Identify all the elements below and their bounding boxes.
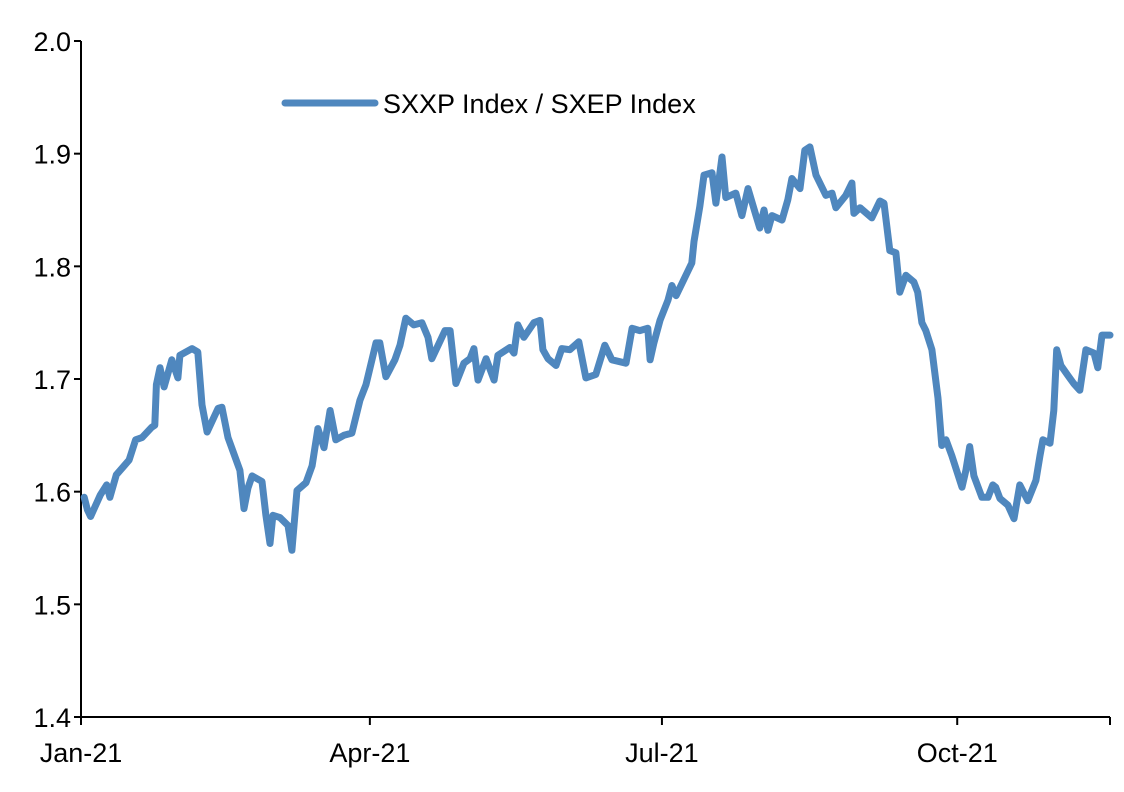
x-tick-label: Jan-21 (40, 738, 123, 768)
x-tick-label: Oct-21 (917, 738, 998, 768)
y-tick-label: 1.5 (33, 590, 71, 620)
y-tick-label: 2.0 (33, 27, 71, 57)
x-tick-label: Apr-21 (329, 738, 410, 768)
x-tick-label: Jul-21 (625, 738, 699, 768)
series-line-0 (80, 143, 1114, 554)
y-tick-label: 1.6 (33, 478, 71, 508)
y-tick-label: 1.7 (33, 365, 71, 395)
y-tick-label: 1.9 (33, 140, 71, 170)
legend: SXXP Index / SXEP Index (281, 89, 696, 119)
series-group (80, 143, 1114, 554)
legend-label: SXXP Index / SXEP Index (383, 89, 696, 119)
y-tick-label: 1.8 (33, 252, 71, 282)
axes: 1.4 1.5 1.6 1.7 1.8 1.9 2.0 Jan-21 Apr-21 Jul-21 O… (33, 27, 1111, 768)
y-tick-label: 1.4 (33, 703, 71, 733)
